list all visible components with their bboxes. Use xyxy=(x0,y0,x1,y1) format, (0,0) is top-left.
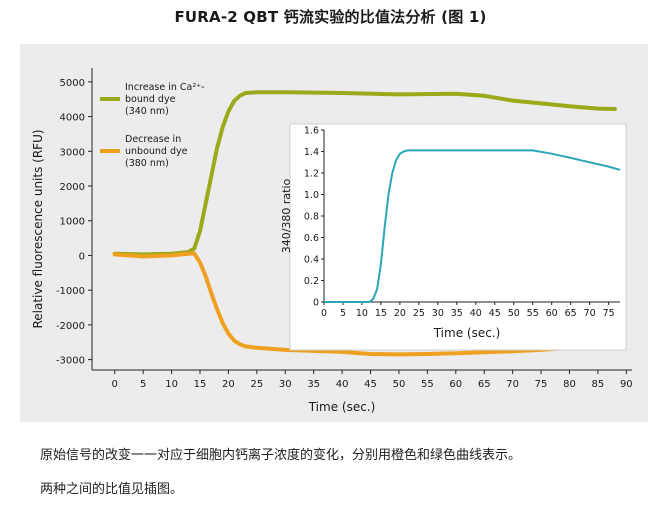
inset-x-tick-label: 45 xyxy=(489,308,501,319)
inset-background xyxy=(289,123,627,351)
legend-label-1: (340 nm) xyxy=(125,106,169,117)
main-series-line-2 xyxy=(112,251,617,357)
main-series-line-1 xyxy=(112,90,617,257)
inset-x-tick-label: 30 xyxy=(432,308,444,319)
main-x-tick-label: 60 xyxy=(449,379,462,390)
main-y-tick-label: 5000 xyxy=(60,78,85,89)
inset-y-tick-label: 1.4 xyxy=(304,147,319,158)
legend-label-1: bound dye xyxy=(125,94,176,105)
main-x-tick-label: 15 xyxy=(194,379,207,390)
main-x-tick-label: 70 xyxy=(506,379,519,390)
main-x-axis-title: Time (sec.) xyxy=(308,400,376,414)
legend-label-2: Decrease in xyxy=(125,134,181,145)
legend-label-1: Increase in Ca²⁺- xyxy=(125,82,205,93)
inset-y-tick-label: 0.2 xyxy=(304,276,319,287)
main-y-axis-title: Relative fluorescence units (RFU) xyxy=(31,129,45,328)
legend-label-2: (380 nm) xyxy=(125,158,169,169)
main-x-tick-label: 45 xyxy=(364,379,377,390)
caption-line-2: 两种之间的比值见插图。 xyxy=(40,482,184,497)
inset-x-tick-label: 35 xyxy=(451,308,463,319)
main-x-tick-label: 5 xyxy=(140,379,146,390)
main-x-tick-label: 75 xyxy=(535,379,548,390)
main-y-tick-label: 3000 xyxy=(60,147,85,158)
inset-x-tick-label: 15 xyxy=(375,308,387,319)
main-x-tick-label: 65 xyxy=(478,379,491,390)
main-y-tick-label: -2000 xyxy=(56,321,85,332)
inset-x-tick-label: 5 xyxy=(340,308,346,319)
inset-x-tick-label: 50 xyxy=(508,308,520,319)
inset-x-tick-label: 60 xyxy=(546,308,558,319)
page-title: FURA-2 QBT 钙流实验的比值法分析 (图 1) xyxy=(174,8,487,26)
inset-x-tick-label: 65 xyxy=(565,308,577,319)
inset-y-tick-label: 0.6 xyxy=(304,233,319,244)
inset-x-tick-label: 0 xyxy=(321,308,327,319)
inset-x-axis-title: Time (sec.) xyxy=(433,326,501,340)
figure-panel: -3000 -2000 -1000 0 1000 2000 3000 4000 5000 0 5 10… xyxy=(20,44,648,422)
main-x-tick-label: 10 xyxy=(165,379,178,390)
legend-label-2: unbound dye xyxy=(125,146,188,157)
inset-x-tick-label: 25 xyxy=(413,308,425,319)
inset-x-tick-label: 55 xyxy=(527,308,539,319)
inset-x-tick-label: 70 xyxy=(584,308,596,319)
inset-x-tick-label: 20 xyxy=(394,308,406,319)
inset-y-tick-label: 1.6 xyxy=(304,126,319,137)
main-x-tick-label: 90 xyxy=(620,379,633,390)
inset-y-tick-label: 1.2 xyxy=(304,169,319,180)
main-x-tick-label: 0 xyxy=(112,379,118,390)
main-x-tick-label: 85 xyxy=(592,379,605,390)
inset-y-tick-label: 1.0 xyxy=(304,190,319,201)
inset-x-tick-label: 10 xyxy=(356,308,368,319)
main-x-tick-label: 55 xyxy=(421,379,434,390)
main-y-tick-label: 0 xyxy=(79,251,85,262)
main-x-tick-label: 80 xyxy=(563,379,576,390)
inset-y-tick-label: 0 xyxy=(313,298,319,309)
inset-y-tick-label: 0.8 xyxy=(304,212,319,223)
main-x-tick-label: 25 xyxy=(250,379,263,390)
main-x-tick-label: 30 xyxy=(279,379,292,390)
main-x-tick-label: 40 xyxy=(336,379,349,390)
caption-line-1: 原始信号的改变一一对应于细胞内钙离子浓度的变化，分别用橙色和绿色曲线表示。 xyxy=(40,448,522,463)
inset-x-tick-label: 40 xyxy=(470,308,482,319)
inset-y-axis-title: 340/380 ratio xyxy=(280,178,293,253)
main-y-tick-label: -3000 xyxy=(56,356,85,367)
main-x-tick-label: 50 xyxy=(393,379,406,390)
inset-y-tick-label: 0.4 xyxy=(304,255,319,266)
main-y-tick-label: 2000 xyxy=(60,182,85,193)
inset-series-line-1 xyxy=(324,149,621,303)
inset-x-tick-label: 75 xyxy=(603,308,615,319)
main-x-tick-label: 35 xyxy=(307,379,320,390)
main-x-tick-label: 20 xyxy=(222,379,235,390)
main-y-tick-label: 1000 xyxy=(60,217,85,228)
main-y-tick-label: -1000 xyxy=(56,286,85,297)
main-y-tick-label: 4000 xyxy=(60,113,85,124)
